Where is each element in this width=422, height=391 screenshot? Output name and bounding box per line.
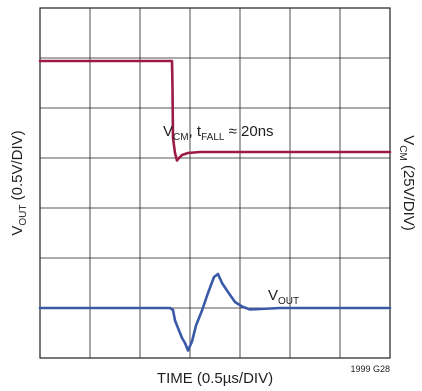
y-axis-left-label-main: V bbox=[9, 226, 26, 236]
y-axis-left-label-sub: OUT bbox=[18, 205, 29, 226]
series-group bbox=[38, 59, 392, 352]
vout-annotation-sub: OUT bbox=[278, 296, 299, 307]
series-line-vcm bbox=[38, 59, 392, 162]
plot-border bbox=[39, 7, 391, 359]
vout-annotation-main: V bbox=[268, 287, 278, 304]
grid-lines bbox=[40, 8, 390, 358]
figure-id: 1999 G28 bbox=[350, 364, 390, 374]
vcm-annotation-mid: , t bbox=[189, 123, 202, 140]
x-axis-label: TIME (0.5µs/DIV) bbox=[157, 370, 273, 387]
vcm-annotation-sub: CM bbox=[173, 132, 189, 143]
plot-background bbox=[40, 8, 390, 358]
y-axis-right-label-main: V bbox=[400, 135, 417, 145]
series-line-vout bbox=[38, 272, 392, 352]
y-axis-right-label: VCM (25V/DIV) bbox=[397, 135, 417, 231]
y-axis-left-label-rest: (0.5V/DIV) bbox=[9, 130, 26, 204]
y-axis-right-label-rest: (25V/DIV) bbox=[400, 161, 417, 231]
vout-annotation: VOUT bbox=[268, 287, 299, 307]
vcm-annotation-sub2: FALL bbox=[201, 132, 225, 143]
y-axis-left-label: VOUT (0.5V/DIV) bbox=[9, 130, 29, 235]
vcm-annotation-rest: ≈ 20ns bbox=[224, 123, 273, 140]
vcm-annotation-main: V bbox=[163, 123, 173, 140]
y-axis-right-label-sub: CM bbox=[397, 145, 408, 161]
plot-area bbox=[38, 7, 392, 359]
vcm-annotation: VCM, tFALL ≈ 20ns bbox=[163, 123, 274, 143]
